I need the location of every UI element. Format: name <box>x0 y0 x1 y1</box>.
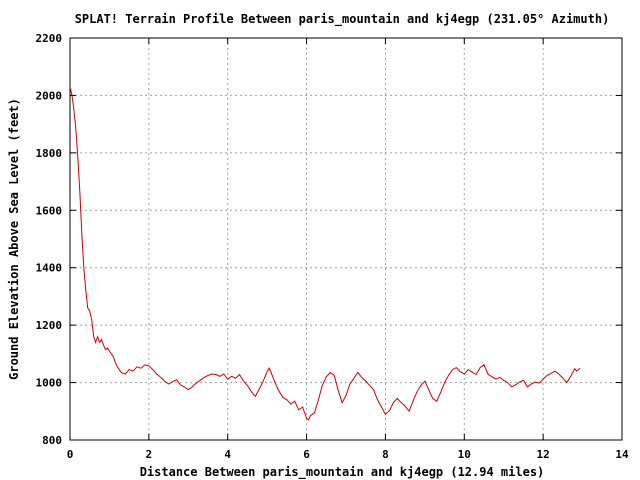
y-tick-label: 1200 <box>36 319 63 332</box>
y-tick-label: 1400 <box>36 262 63 275</box>
x-tick-label: 8 <box>382 448 389 461</box>
y-axis-label: Ground Elevation Above Sea Level (feet) <box>7 98 21 380</box>
x-tick-label: 10 <box>458 448 471 461</box>
x-tick-label: 0 <box>67 448 74 461</box>
y-tick-label: 2200 <box>36 32 63 45</box>
x-axis-label: Distance Between paris_mountain and kj4e… <box>140 465 545 480</box>
y-axis-tick-labels: 800 1000 1200 1400 1600 1800 2000 2200 <box>36 32 63 447</box>
x-axis-tick-labels: 0 2 4 6 8 10 12 14 <box>67 448 629 461</box>
y-tick-label: 1800 <box>36 147 63 160</box>
x-tick-label: 6 <box>303 448 310 461</box>
y-tick-label: 2000 <box>36 89 63 102</box>
x-tick-label: 2 <box>146 448 153 461</box>
x-tick-label: 14 <box>615 448 629 461</box>
y-tick-label: 1000 <box>36 377 63 390</box>
x-tick-label: 12 <box>537 448 550 461</box>
axis-ticks <box>69 37 623 441</box>
y-tick-label: 1600 <box>36 204 63 217</box>
chart-title: SPLAT! Terrain Profile Between paris_mou… <box>75 12 610 27</box>
grid-lines <box>70 38 622 440</box>
y-tick-label: 800 <box>42 434 62 447</box>
x-tick-label: 4 <box>224 448 231 461</box>
plot-area-frame <box>69 37 623 441</box>
terrain-elevation-line <box>69 86 581 421</box>
